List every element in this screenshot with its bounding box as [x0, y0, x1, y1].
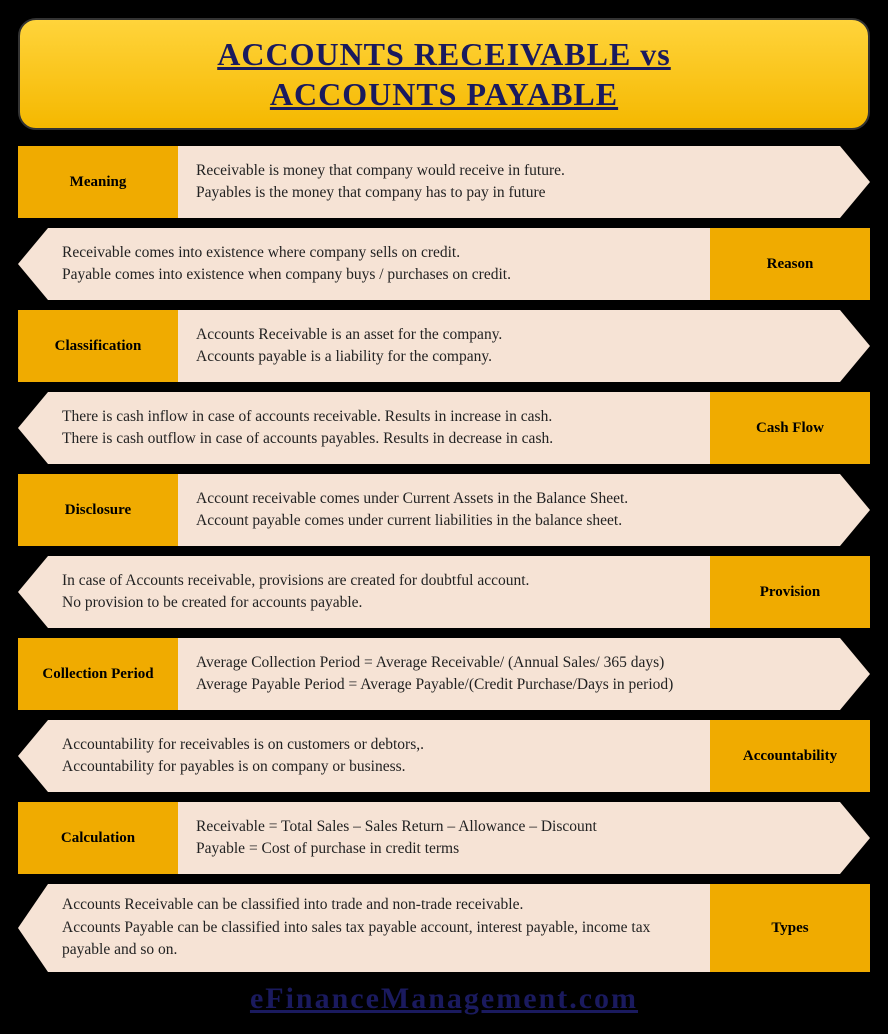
row-description: Account receivable comes under Current A… [178, 474, 870, 546]
comparison-row: Classification Accounts Receivable is an … [18, 310, 870, 382]
desc-line: Average Payable Period = Average Payable… [196, 674, 830, 696]
footer-link[interactable]: eFinanceManagement.com [18, 982, 870, 1016]
row-description: In case of Accounts receivable, provisio… [18, 556, 710, 628]
desc-line: There is cash outflow in case of account… [62, 428, 692, 450]
desc-line: Accounts Receivable can be classified in… [62, 894, 692, 916]
desc-line: Account receivable comes under Current A… [196, 488, 830, 510]
page-title: ACCOUNTS RECEIVABLE vs ACCOUNTS PAYABLE [30, 34, 858, 114]
row-description: Accountability for receivables is on cus… [18, 720, 710, 792]
row-label: Reason [710, 228, 870, 300]
desc-line: Account payable comes under current liab… [196, 510, 830, 532]
comparison-row: There is cash inflow in case of accounts… [18, 392, 870, 464]
row-label: Collection Period [18, 638, 178, 710]
row-description: Average Collection Period = Average Rece… [178, 638, 870, 710]
desc-line: Payable comes into existence when compan… [62, 264, 692, 286]
desc-line: Accounts Receivable is an asset for the … [196, 324, 830, 346]
row-description: Accounts Receivable is an asset for the … [178, 310, 870, 382]
title-line1: ACCOUNTS RECEIVABLE vs [217, 36, 671, 72]
comparison-row: Calculation Receivable = Total Sales – Sa… [18, 802, 870, 874]
comparison-row: Accounts Receivable can be classified in… [18, 884, 870, 972]
row-description: Receivable is money that company would r… [178, 146, 870, 218]
desc-line: Payable = Cost of purchase in credit ter… [196, 838, 830, 860]
desc-line: Accountability for payables is on compan… [62, 756, 692, 778]
comparison-row: Meaning Receivable is money that company … [18, 146, 870, 218]
desc-line: Receivable is money that company would r… [196, 160, 830, 182]
desc-line: There is cash inflow in case of accounts… [62, 406, 692, 428]
comparison-row: Accountability for receivables is on cus… [18, 720, 870, 792]
desc-line: In case of Accounts receivable, provisio… [62, 570, 692, 592]
title-box: ACCOUNTS RECEIVABLE vs ACCOUNTS PAYABLE [18, 18, 870, 130]
desc-line: Receivable comes into existence where co… [62, 242, 692, 264]
row-label: Classification [18, 310, 178, 382]
row-label: Types [710, 884, 870, 972]
comparison-row: Collection Period Average Collection Peri… [18, 638, 870, 710]
desc-line: Average Collection Period = Average Rece… [196, 652, 830, 674]
comparison-row: In case of Accounts receivable, provisio… [18, 556, 870, 628]
row-label: Provision [710, 556, 870, 628]
comparison-row: Receivable comes into existence where co… [18, 228, 870, 300]
row-label: Meaning [18, 146, 178, 218]
row-label: Calculation [18, 802, 178, 874]
row-description: There is cash inflow in case of accounts… [18, 392, 710, 464]
desc-line: Accountability for receivables is on cus… [62, 734, 692, 756]
row-label: Disclosure [18, 474, 178, 546]
row-description: Receivable comes into existence where co… [18, 228, 710, 300]
row-description: Accounts Receivable can be classified in… [18, 884, 710, 972]
row-label: Accountability [710, 720, 870, 792]
desc-line: Accounts payable is a liability for the … [196, 346, 830, 368]
desc-line: Payables is the money that company has t… [196, 182, 830, 204]
desc-line: Accounts Payable can be classified into … [62, 917, 692, 962]
rows-container: Meaning Receivable is money that company … [18, 146, 870, 972]
desc-line: No provision to be created for accounts … [62, 592, 692, 614]
title-line2: ACCOUNTS PAYABLE [270, 76, 618, 112]
desc-line: Receivable = Total Sales – Sales Return … [196, 816, 830, 838]
row-label: Cash Flow [710, 392, 870, 464]
comparison-row: Disclosure Account receivable comes under… [18, 474, 870, 546]
row-description: Receivable = Total Sales – Sales Return … [178, 802, 870, 874]
